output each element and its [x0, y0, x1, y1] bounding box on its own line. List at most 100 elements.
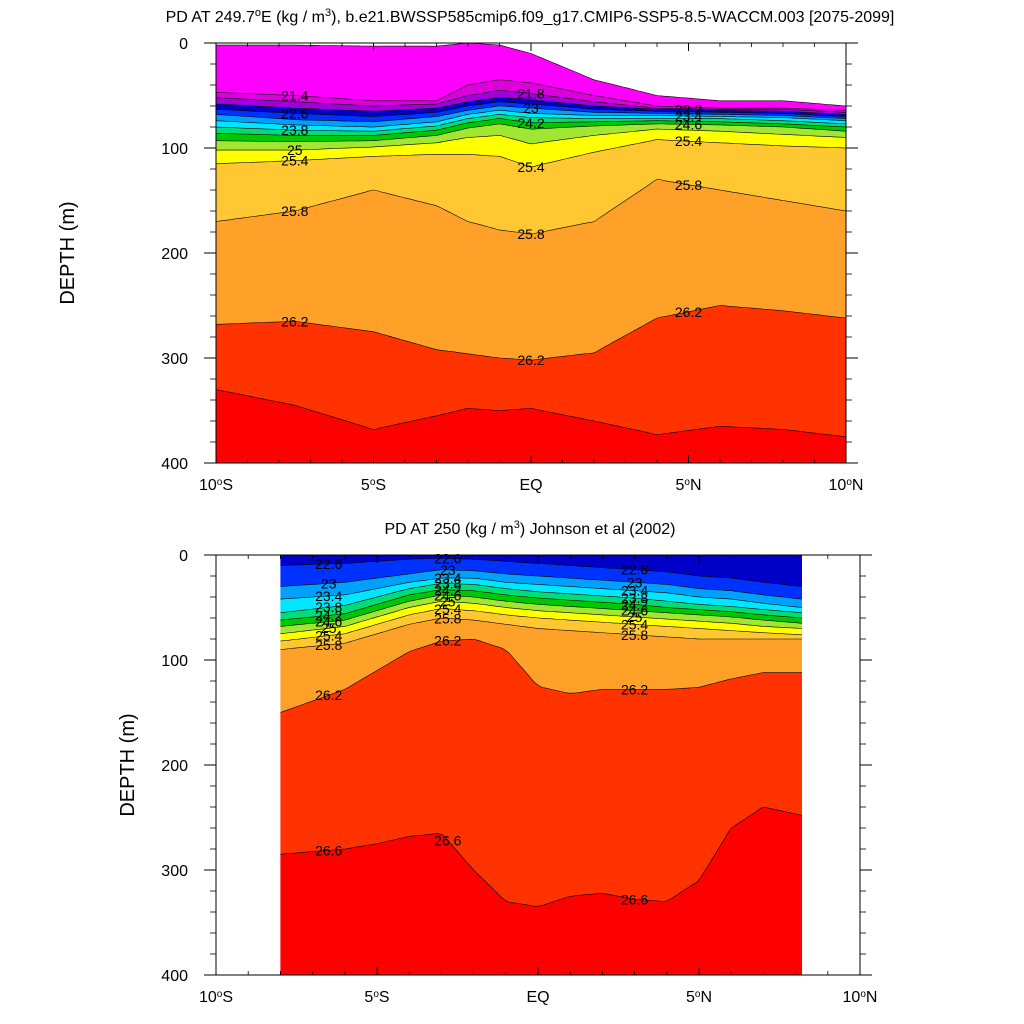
panel2-x-tick-label: 5oS [364, 989, 389, 1007]
panel1-isopycnal-23 [216, 105, 846, 123]
panel1-band-25.4 [216, 129, 846, 167]
panel2-isopycnal-25 [280, 600, 803, 635]
panel2-band-26.6 [280, 639, 802, 907]
panel1-isopycnal-24.2 [216, 118, 846, 136]
panel1-band-23.4 [216, 105, 846, 128]
panel1-band-surface [216, 43, 846, 111]
panel1-contour-label: 25.4 [281, 153, 308, 169]
panel1-surface-line [216, 43, 846, 107]
panel2-band-24.2 [280, 583, 802, 621]
panel1-band-24.2 [216, 114, 846, 136]
panel1-contour-label: 26.2 [517, 352, 544, 368]
panel2-x-tick-label: 10oN [843, 989, 878, 1007]
panel2-y-tick-label: 100 [161, 653, 188, 670]
panel1-band-26.2 [216, 179, 846, 361]
panel2-contour-label: 23 [321, 575, 337, 591]
panel1-band-23.8 [216, 110, 846, 132]
panel2-contour-label: 26.2 [621, 681, 648, 697]
panel2-band-25.8 [280, 608, 802, 650]
panel1-contour-label: 26.2 [281, 313, 308, 329]
panel1-y-tick-label: 0 [179, 36, 188, 53]
panel1-contour-label: 21.8 [517, 85, 544, 101]
panel2-contour-label: 25.8 [315, 637, 342, 653]
panel1-plot-area [216, 43, 846, 463]
panel2-isopycnal-26.6 [280, 806, 803, 907]
panel1-x-tick-label: 5oN [675, 477, 701, 495]
panel2-x-tick-label: EQ [526, 989, 549, 1006]
panel2-contour-label: 22.6 [434, 550, 461, 566]
panel1-contour-label: 23.4 [675, 108, 702, 124]
panel2-band-25.4 [280, 601, 802, 642]
panel2-contour-label: 23.8 [621, 590, 648, 606]
panel1-x-tick-label: 10oN [829, 477, 864, 495]
panel2-contour-label: 25.8 [621, 627, 648, 643]
panel2-band-24.6 [280, 589, 802, 627]
panel2-contour-label: 23 [440, 562, 456, 578]
panel2-contour-label: 23.8 [315, 599, 342, 615]
panel2-contour-label: 25.8 [434, 610, 461, 626]
panel2-band-deep [280, 807, 802, 975]
panel2-contour-label: 24.6 [434, 587, 461, 603]
panel2-contour-lines [280, 557, 803, 907]
panel2-x-tick-label: 10oS [199, 989, 233, 1007]
panel1-contour-label: 25.8 [281, 203, 308, 219]
panel2-isopycnal-26.2 [280, 638, 802, 713]
panel1-isopycnal-23.4 [216, 109, 846, 128]
panel2-contour-label: 24.2 [434, 582, 461, 598]
panel1-contour-label: 23 [523, 100, 539, 116]
panel1-contour-label: 22.2 [675, 102, 702, 118]
panel2-contour-label: 23.4 [434, 570, 461, 586]
panel2-contour-label: 22.6 [621, 562, 648, 578]
panel1-contour-labels: 21.4 21.822.222.6 23 23.423.8 24.2 24.62525.4… [281, 85, 702, 368]
panel2-contour-label: 26.2 [315, 687, 342, 703]
panel2-isopycnal-25.8 [280, 617, 802, 650]
panel1-band-22.2 [216, 90, 846, 115]
panel2-contour-label: 26.6 [434, 833, 461, 849]
panel1-x-tick-label: 10oS [199, 477, 233, 495]
panel1-contour-lines [216, 43, 846, 438]
panel1-isopycnal-22.2 [216, 97, 846, 115]
panel1-isopycnal-23.8 [216, 114, 846, 132]
panel1-contour-label: 21.4 [281, 88, 308, 104]
panel1-y-tick-label: 100 [161, 141, 188, 158]
panel2-contour-label: 22.6 [315, 556, 342, 572]
panel2-contour-label: 25 [321, 620, 337, 636]
panel1-contour-label: 22.6 [281, 105, 308, 121]
panel1-isopycnal-24.6 [216, 123, 846, 143]
panel2-isopycnal-24.6 [280, 594, 803, 627]
panel1-isopycnal-25.4 [216, 139, 846, 168]
panel2-contour-label: 24.6 [621, 603, 648, 619]
panel2-title: PD AT 250 (kg / m3) Johnson et al (2002) [384, 519, 675, 538]
panel1-x-tick-label: EQ [519, 477, 542, 494]
panel2-band-23.8 [280, 578, 802, 613]
panel2-contour-label: 25.4 [434, 601, 461, 617]
panel1-band-25 [216, 123, 846, 151]
panel2-y-tick-label: 200 [161, 758, 188, 775]
panel2-y-tick-label: 300 [161, 863, 188, 880]
panel2-isopycnal-24.2 [280, 589, 803, 621]
panel2-contour-label: 23.4 [315, 588, 342, 604]
panel2-y-tick-label: 0 [179, 548, 188, 565]
panel1-contour-label: 23.8 [281, 122, 308, 138]
panel1-contour-label: 25.4 [517, 159, 544, 175]
panel1-contour-label: 24.2 [517, 115, 544, 131]
panel2-y-axis-label: DEPTH (m) [117, 713, 139, 816]
panel1-contour-label: 25 [287, 142, 303, 158]
panel1-contour-label: 24.6 [675, 116, 702, 132]
panel1-y-tick-label: 400 [161, 456, 188, 473]
panel2-isopycnal-23 [280, 569, 803, 600]
panel1-band-deep [216, 389, 846, 463]
panel2-isopycnal-25.4 [280, 608, 803, 642]
panel2-contour-label: 26.6 [621, 891, 648, 907]
panel1-contour-label: 26.2 [675, 304, 702, 320]
panel1-contour-label: 25.4 [675, 133, 702, 149]
panel2-contour-label: 23 [627, 574, 643, 590]
panel1-band-21.8 [216, 79, 846, 113]
panel2-band-23.4 [280, 569, 802, 608]
panel1-y-tick-label: 200 [161, 246, 188, 263]
panel2-contour-label: 24.2 [315, 607, 342, 623]
panel1-isopycnal-21.4 [216, 79, 846, 111]
panel1-band-25.8 [216, 139, 846, 235]
